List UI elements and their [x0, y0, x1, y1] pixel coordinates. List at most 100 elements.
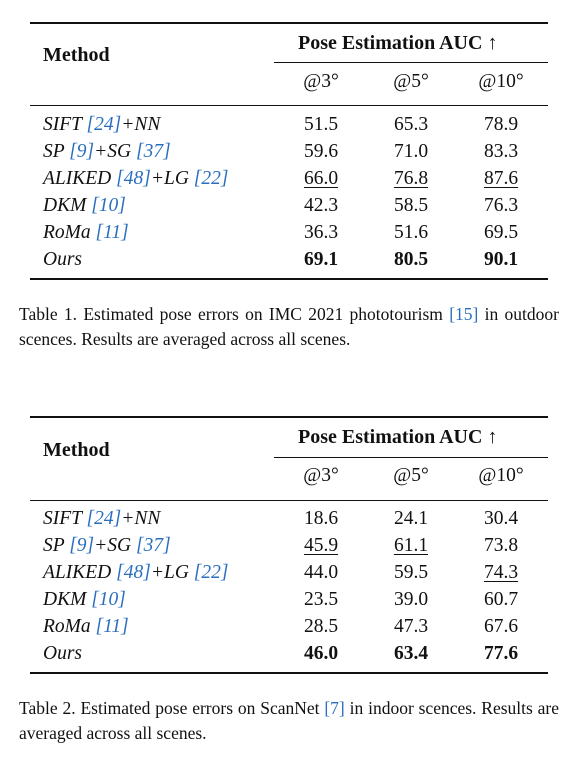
citation-link[interactable]: [37] — [136, 535, 171, 556]
method-text: +NN — [121, 508, 161, 529]
table-2: Method Pose Estimation AUC ↑ @3° @5° @10… — [30, 416, 548, 676]
value-cell: 24.1 — [393, 508, 429, 529]
value-cell: 67.6 — [483, 616, 519, 637]
method-text: DKM — [43, 589, 87, 610]
header-col-5: @5° — [393, 465, 429, 486]
method-text: SP — [43, 535, 65, 556]
method-name: ALIKED [48]+LG [22] — [43, 168, 228, 190]
caption-text: Estimated pose errors on IMC 2021 photot… — [83, 304, 443, 324]
citation-link[interactable]: [7] — [324, 698, 345, 718]
method-name: SIFT [24]+NN — [43, 508, 160, 530]
citation-link[interactable]: [37] — [136, 141, 171, 162]
method-name: SP [9]+SG [37] — [43, 535, 171, 557]
value-cell: 74.3 — [483, 562, 519, 583]
table-1: Method Pose Estimation AUC ↑ @3° @5° @10… — [30, 22, 548, 282]
value-cell: 36.3 — [303, 222, 339, 243]
citation-link[interactable]: [22] — [193, 168, 229, 189]
citation-link[interactable]: [11] — [95, 222, 129, 243]
value-cell: 51.5 — [303, 114, 339, 135]
value-cell: 76.8 — [393, 168, 429, 189]
value-cell: 69.5 — [483, 222, 519, 243]
method-text: +SG — [94, 141, 132, 162]
citation-link[interactable]: [48] — [116, 168, 151, 189]
value-cell: 60.7 — [483, 589, 519, 610]
method-text: SIFT — [43, 508, 82, 529]
header-col-3: @3° — [303, 465, 339, 486]
value-cell: 66.0 — [303, 168, 339, 189]
top-rule — [30, 416, 548, 418]
citation-link[interactable]: [10] — [91, 589, 126, 610]
method-name: Ours — [43, 249, 82, 271]
caption-label: Table 2. — [19, 698, 76, 718]
caption-1: Table 1. Estimated pose errors on IMC 20… — [19, 302, 559, 352]
value-cell: 78.9 — [483, 114, 519, 135]
method-name: DKM [10] — [43, 589, 126, 611]
citation-link[interactable]: [22] — [193, 562, 229, 583]
top-rule — [30, 22, 548, 24]
header-col-5: @5° — [393, 71, 429, 92]
citation-link[interactable]: [15] — [449, 304, 479, 324]
value-cell: 46.0 — [303, 643, 339, 664]
caption-text: Estimated pose errors on ScanNet — [80, 698, 320, 718]
method-name: SIFT [24]+NN — [43, 114, 160, 136]
method-name: RoMa [11] — [43, 616, 129, 638]
value-cell: 90.1 — [483, 249, 519, 270]
caption-text: in outdoor scences. Results are averaged… — [19, 304, 559, 349]
citation-link[interactable]: [24] — [86, 114, 122, 135]
header-group: Pose Estimation AUC ↑ — [298, 426, 498, 448]
value-cell: 28.5 — [303, 616, 339, 637]
method-text: ALIKED — [43, 168, 112, 189]
method-name: RoMa [11] — [43, 222, 129, 244]
bottom-rule — [30, 672, 548, 674]
mid-rule — [30, 105, 548, 106]
method-text: DKM — [43, 195, 87, 216]
group-rule — [274, 62, 548, 63]
value-cell: 61.1 — [393, 535, 429, 556]
value-cell: 44.0 — [303, 562, 339, 583]
value-cell: 69.1 — [303, 249, 339, 270]
citation-link[interactable]: [11] — [95, 616, 129, 637]
method-text: +LG — [150, 168, 189, 189]
header-col-10: @10° — [478, 465, 524, 486]
value-cell: 30.4 — [483, 508, 519, 529]
method-text: +SG — [94, 535, 132, 556]
method-text: RoMa — [43, 616, 91, 637]
method-name: ALIKED [48]+LG [22] — [43, 562, 228, 584]
mid-rule — [30, 500, 548, 501]
value-cell: 18.6 — [303, 508, 339, 529]
value-cell: 63.4 — [393, 643, 429, 664]
value-cell: 83.3 — [483, 141, 519, 162]
header-col-10: @10° — [478, 71, 524, 92]
citation-link[interactable]: [48] — [116, 562, 151, 583]
caption-text: in indoor scences. Results are averaged … — [19, 698, 560, 743]
method-text: Ours — [43, 643, 83, 664]
header-col-3: @3° — [303, 71, 339, 92]
value-cell: 51.6 — [393, 222, 429, 243]
value-cell: 73.8 — [483, 535, 519, 556]
caption-label: Table 1. — [19, 304, 78, 324]
value-cell: 77.6 — [483, 643, 519, 664]
bottom-rule — [30, 278, 548, 280]
method-text: +NN — [121, 114, 161, 135]
citation-link[interactable]: [24] — [86, 508, 122, 529]
value-cell: 80.5 — [393, 249, 429, 270]
method-text: +LG — [150, 562, 189, 583]
method-name: Ours — [43, 643, 82, 665]
citation-link[interactable]: [9] — [69, 141, 95, 162]
value-cell: 59.5 — [393, 562, 429, 583]
value-cell: 58.5 — [393, 195, 429, 216]
method-text: RoMa — [43, 222, 91, 243]
citation-link[interactable]: [9] — [69, 535, 95, 556]
value-cell: 45.9 — [303, 535, 339, 556]
method-text: Ours — [43, 249, 83, 270]
header-group: Pose Estimation AUC ↑ — [298, 32, 498, 54]
method-text: ALIKED — [43, 562, 112, 583]
method-text: SIFT — [43, 114, 82, 135]
method-name: SP [9]+SG [37] — [43, 141, 171, 163]
value-cell: 47.3 — [393, 616, 429, 637]
value-cell: 59.6 — [303, 141, 339, 162]
value-cell: 65.3 — [393, 114, 429, 135]
citation-link[interactable]: [10] — [91, 195, 126, 216]
method-text: SP — [43, 141, 65, 162]
value-cell: 71.0 — [393, 141, 429, 162]
